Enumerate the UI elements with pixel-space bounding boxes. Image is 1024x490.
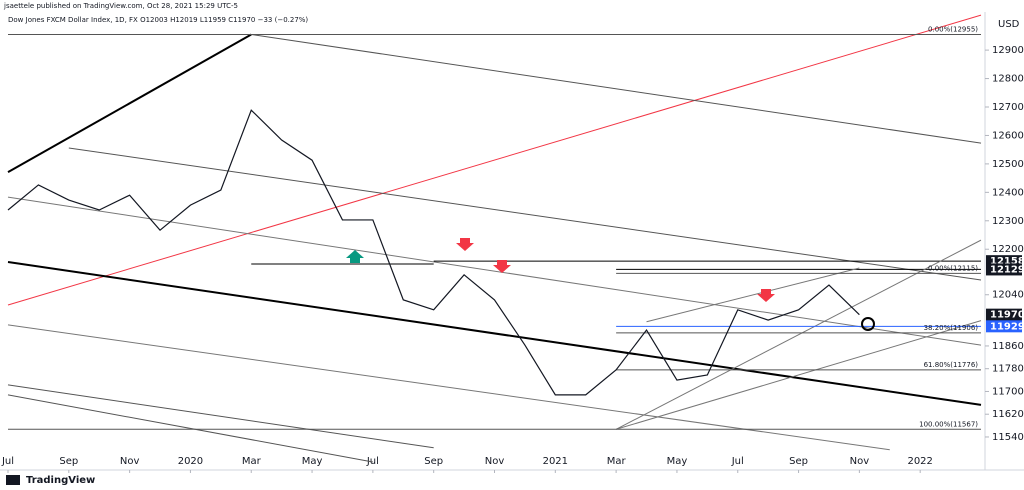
y-tick-label: 12040 <box>992 290 1024 301</box>
y-tick-label: 11700 <box>992 386 1024 397</box>
y-tick-label: 12600 <box>992 130 1024 141</box>
chart-title: Dow Jones FXCM Dollar Index, 1D, FX O120… <box>8 16 308 24</box>
price-tag-label: 11929 <box>990 321 1024 332</box>
price-tag-label: 12129 <box>990 264 1024 275</box>
price-tag <box>986 320 1022 333</box>
price-tag <box>986 263 1022 276</box>
down-arrow <box>493 260 511 273</box>
x-tick-label: Mar <box>242 456 262 467</box>
currency: USD <box>998 19 1020 30</box>
y-tick-label: 11620 <box>992 409 1024 420</box>
footer-brand: TradingView <box>26 475 95 486</box>
fib-label: 61.80%(11776) <box>924 361 979 369</box>
y-tick-label: 11780 <box>992 364 1024 375</box>
y-tick-label: 12200 <box>992 244 1024 255</box>
y-tick-label: 12900 <box>992 45 1024 56</box>
down-arrow <box>757 289 775 302</box>
x-tick-label: Mar <box>607 456 627 467</box>
y-tick-label: 11860 <box>992 341 1024 352</box>
price-tag <box>986 308 1022 321</box>
trend-line <box>7 33 252 174</box>
fib-label: 0.00%(12955) <box>928 25 978 33</box>
x-tick-label: 2020 <box>178 456 203 467</box>
y-tick-label: 12300 <box>992 216 1024 227</box>
y-tick-label: 12500 <box>992 159 1024 170</box>
trend-line <box>7 394 373 463</box>
fib-label: 38.20%(11906) <box>924 324 979 332</box>
down-arrow <box>456 238 474 251</box>
y-tick-label: 11540 <box>992 432 1024 443</box>
fib-label: 100.00%(11567) <box>919 420 978 428</box>
y-tick-label: 12400 <box>992 187 1024 198</box>
y-tick-label: 12800 <box>992 74 1024 85</box>
logo <box>6 475 20 485</box>
x-tick-label: Sep <box>424 456 443 467</box>
x-tick-label: Nov <box>850 456 870 467</box>
price-line <box>7 109 860 396</box>
fib-label: 0.00%(12115) <box>928 264 978 272</box>
trend-line <box>615 239 982 430</box>
trend-line <box>251 33 982 144</box>
trend-line <box>68 147 982 281</box>
trend-line <box>7 261 982 406</box>
price-tag-label: 11970 <box>990 310 1024 321</box>
trend-line <box>646 267 860 323</box>
x-tick-label: Nov <box>485 456 505 467</box>
x-tick-label: 2021 <box>543 456 568 467</box>
x-tick-label: Jul <box>1 456 14 467</box>
plot-area: 12900 12800 12700 12600 12500 12400 12300 12200… <box>1 14 1024 473</box>
x-tick-label: 2022 <box>907 456 932 467</box>
publisher: jsaettele published on TradingView.com, … <box>3 2 238 10</box>
x-tick-label: Jul <box>731 456 744 467</box>
x-tick-label: Nov <box>120 456 140 467</box>
trend-line <box>615 320 982 430</box>
x-tick-label: Sep <box>789 456 808 467</box>
trend-line <box>7 384 434 449</box>
x-tick-label: Sep <box>59 456 78 467</box>
annotations <box>346 238 875 331</box>
up-arrow <box>346 250 364 263</box>
trend-line <box>7 14 982 306</box>
price-tag-label: 12158 <box>990 256 1024 267</box>
x-tick-label: May <box>302 456 323 467</box>
x-tick-label: May <box>667 456 688 467</box>
y-tick-label: 12700 <box>992 102 1024 113</box>
circle-marker <box>861 317 875 331</box>
